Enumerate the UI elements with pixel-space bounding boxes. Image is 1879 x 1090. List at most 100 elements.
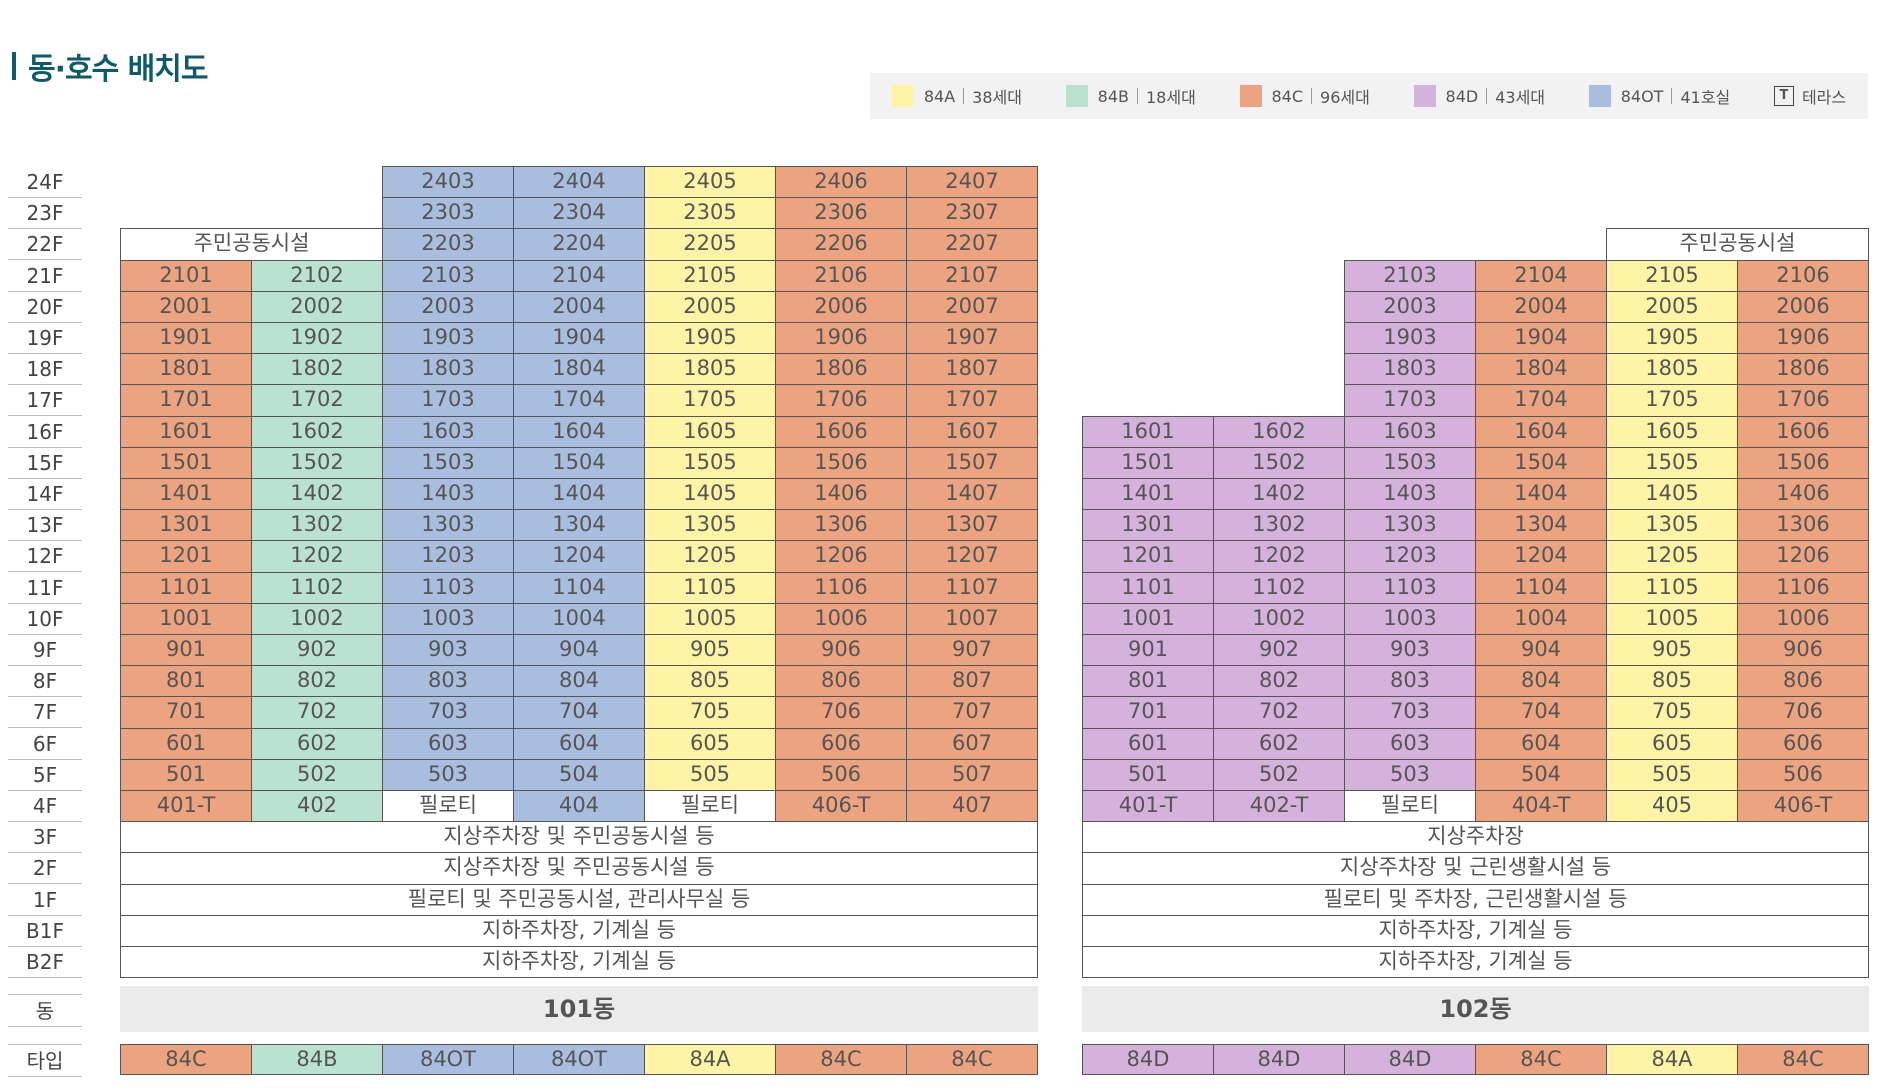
unit-cell: 1906 bbox=[1737, 322, 1869, 355]
title-bar-marker bbox=[12, 52, 16, 80]
unit-cell: 702 bbox=[1213, 696, 1345, 729]
unit-cell: 703 bbox=[1344, 696, 1476, 729]
unit-cell: 402 bbox=[251, 790, 383, 823]
floor-label: 14F bbox=[8, 478, 82, 510]
unit-cell: 1006 bbox=[1737, 602, 1869, 635]
unit-cell: 404-T bbox=[1475, 790, 1607, 823]
unit-cell: 406-T bbox=[1737, 790, 1869, 823]
unit-cell: 1406 bbox=[775, 478, 907, 511]
unit-cell: 1504 bbox=[1475, 446, 1607, 479]
unit-cell: 1803 bbox=[1344, 353, 1476, 386]
unit-cell: 1207 bbox=[906, 540, 1038, 573]
unit-cell: 1301 bbox=[120, 509, 252, 542]
piloti-cell: 필로티 bbox=[644, 790, 776, 823]
unit-cell: 504 bbox=[1475, 758, 1607, 791]
unit-cell: 1401 bbox=[1082, 478, 1214, 511]
type-cell: 84B bbox=[251, 1044, 383, 1075]
unit-cell: 1805 bbox=[1606, 353, 1738, 386]
floor-label: 20F bbox=[8, 291, 82, 323]
unit-cell: 1106 bbox=[1737, 571, 1869, 604]
unit-cell: 901 bbox=[1082, 634, 1214, 667]
type-cell: 84OT bbox=[513, 1044, 645, 1075]
amenity-cell: 주민공동시설 bbox=[120, 228, 383, 261]
floor-label: B2F bbox=[8, 946, 82, 978]
unit-cell: 1406 bbox=[1737, 478, 1869, 511]
legend-swatch bbox=[891, 85, 914, 107]
unit-cell: 2006 bbox=[1737, 290, 1869, 323]
unit-cell: 1002 bbox=[251, 602, 383, 635]
floor-label: 12F bbox=[8, 540, 82, 573]
floor-label: 21F bbox=[8, 260, 82, 292]
unit-cell: 2007 bbox=[906, 290, 1038, 323]
unit-cell: 701 bbox=[1082, 696, 1214, 729]
unit-cell: 1201 bbox=[1082, 540, 1214, 573]
unit-cell: 406-T bbox=[775, 790, 907, 823]
unit-cell: 505 bbox=[1606, 758, 1738, 791]
unit-cell: 1501 bbox=[1082, 446, 1214, 479]
unit-cell: 2004 bbox=[513, 290, 645, 323]
unit-cell: 2105 bbox=[1606, 259, 1738, 292]
unit-cell: 1505 bbox=[1606, 446, 1738, 479]
unit-cell: 1607 bbox=[906, 415, 1038, 448]
unit-cell: 1305 bbox=[644, 509, 776, 542]
unit-cell: 1604 bbox=[513, 415, 645, 448]
unit-cell: 2304 bbox=[513, 197, 645, 230]
legend-divider bbox=[1671, 88, 1673, 104]
legend-swatch bbox=[1588, 85, 1611, 107]
unit-cell: 2406 bbox=[775, 166, 907, 199]
unit-cell: 1904 bbox=[513, 322, 645, 355]
unit-cell: 1703 bbox=[382, 384, 514, 417]
unit-cell: 1801 bbox=[120, 353, 252, 386]
unit-cell: 1504 bbox=[513, 446, 645, 479]
unit-cell: 2203 bbox=[382, 228, 514, 261]
unit-cell: 2004 bbox=[1475, 290, 1607, 323]
unit-cell: 1803 bbox=[382, 353, 514, 386]
unit-cell: 2404 bbox=[513, 166, 645, 199]
unit-cell: 602 bbox=[251, 727, 383, 760]
unit-cell: 806 bbox=[775, 665, 907, 698]
unit-cell: 1705 bbox=[1606, 384, 1738, 417]
unit-cell: 1307 bbox=[906, 509, 1038, 542]
unit-cell: 1706 bbox=[775, 384, 907, 417]
legend: 84A 38세대 84B 18세대 84C 96세대 84D 43세대 84OT 41호실 T 테라스 bbox=[870, 73, 1868, 119]
unit-cell: 1404 bbox=[1475, 478, 1607, 511]
facility-row: 필로티 및 주차장, 근린생활시설 등 bbox=[1082, 883, 1869, 916]
floor-label: 5F bbox=[8, 759, 82, 791]
floor-label: 17F bbox=[8, 384, 82, 417]
unit-cell: 1506 bbox=[1737, 446, 1869, 479]
unit-cell: 1205 bbox=[1606, 540, 1738, 573]
floor-label: 1F bbox=[8, 884, 82, 916]
unit-cell: 1003 bbox=[382, 602, 514, 635]
unit-cell: 1602 bbox=[251, 415, 383, 448]
unit-cell: 604 bbox=[513, 727, 645, 760]
unit-cell: 1506 bbox=[775, 446, 907, 479]
dong-row-label: 동 bbox=[8, 994, 82, 1027]
unit-cell: 1306 bbox=[775, 509, 907, 542]
unit-cell: 606 bbox=[1737, 727, 1869, 760]
legend-item-84a: 84A 38세대 bbox=[891, 84, 1022, 108]
floor-label: 11F bbox=[8, 572, 82, 604]
unit-cell: 2002 bbox=[251, 290, 383, 323]
legend-count: 38세대 bbox=[972, 88, 1022, 107]
floor-label: 9F bbox=[8, 634, 82, 666]
unit-cell: 1303 bbox=[382, 509, 514, 542]
floor-label: 15F bbox=[8, 447, 82, 479]
unit-cell: 605 bbox=[1606, 727, 1738, 760]
unit-cell: 902 bbox=[251, 634, 383, 667]
unit-cell: 1202 bbox=[1213, 540, 1345, 573]
unit-cell: 803 bbox=[1344, 665, 1476, 698]
floor-label: 22F bbox=[8, 228, 82, 261]
unit-cell: 906 bbox=[775, 634, 907, 667]
legend-count: 43세대 bbox=[1495, 88, 1546, 107]
floor-label: 2F bbox=[8, 852, 82, 885]
unit-cell: 1601 bbox=[1082, 415, 1214, 448]
unit-cell: 2204 bbox=[513, 228, 645, 261]
floor-label: 23F bbox=[8, 197, 82, 230]
unit-cell: 705 bbox=[644, 696, 776, 729]
unit-cell: 2005 bbox=[1606, 290, 1738, 323]
legend-item-t: T 테라스 bbox=[1773, 84, 1846, 108]
legend-divider bbox=[1486, 88, 1488, 104]
unit-cell: 1503 bbox=[382, 446, 514, 479]
unit-cell: 906 bbox=[1737, 634, 1869, 667]
unit-cell: 2001 bbox=[120, 290, 252, 323]
